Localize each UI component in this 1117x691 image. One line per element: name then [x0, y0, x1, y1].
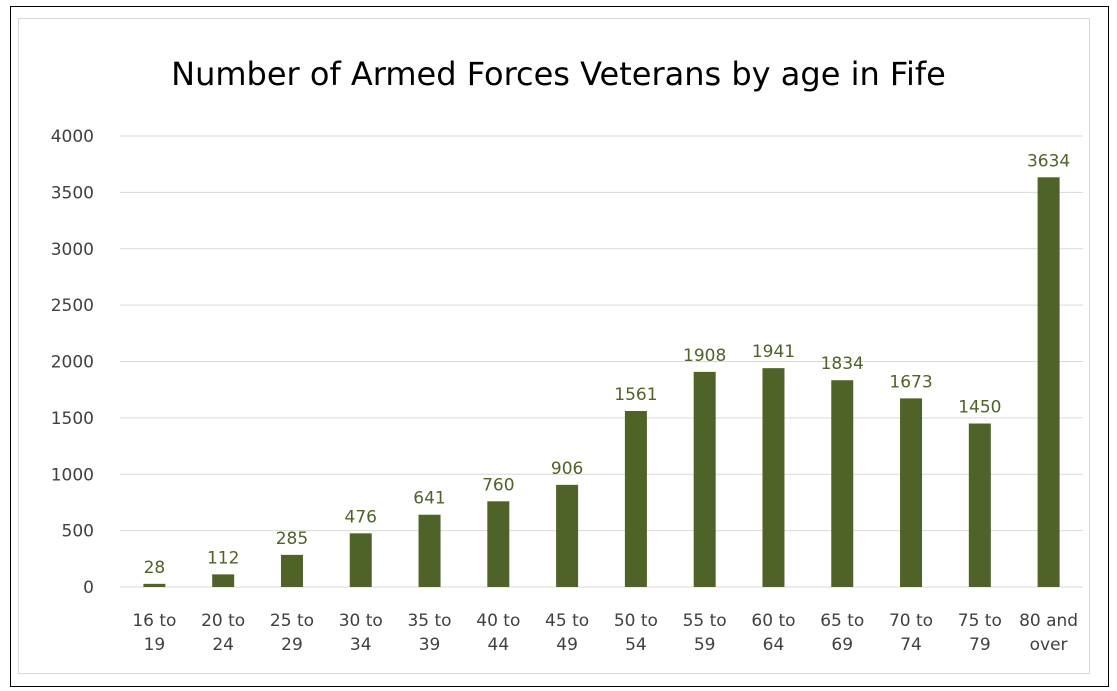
data-label: 1941	[752, 342, 795, 362]
bar	[762, 368, 785, 587]
x-tick-label: 40 to 44	[476, 611, 520, 655]
x-axis-tick-labels: 16 to 19 20 to 24 25 to 29 30 to 34 35 to 39 40 to…	[132, 611, 1078, 655]
bar	[212, 574, 235, 587]
x-tick-label: 16 to 19	[132, 611, 176, 655]
gridlines	[120, 135, 1083, 588]
bar	[968, 423, 991, 587]
data-label: 112	[207, 548, 239, 568]
bar	[556, 484, 579, 587]
x-tick-label: 20 to 24	[201, 611, 245, 655]
data-label: 28	[144, 558, 166, 578]
data-labels: 28 112 285 476 641 760 906 1561 1908 1941 1834 1673…	[144, 151, 1071, 578]
data-label: 760	[482, 475, 514, 495]
y-tick-label: 0	[83, 578, 94, 598]
x-tick-label: 30 to 34	[339, 611, 383, 655]
x-tick-label: 35 to 39	[407, 611, 451, 655]
data-label: 3634	[1027, 151, 1070, 171]
data-label: 906	[551, 459, 583, 479]
x-tick-label: 60 to 64	[751, 611, 795, 655]
bar	[418, 514, 441, 587]
data-label: 1908	[683, 346, 726, 366]
x-tick-label: 70 to 74	[889, 611, 933, 655]
y-tick-label: 2500	[51, 296, 94, 316]
x-tick-label: 65 to 69	[820, 611, 864, 655]
data-label: 1450	[958, 398, 1001, 418]
bar	[624, 410, 647, 587]
data-label: 1561	[614, 385, 657, 405]
y-tick-label: 500	[62, 522, 94, 542]
bars	[143, 177, 1060, 588]
bar	[831, 380, 854, 587]
x-tick-label: 55 to 59	[683, 611, 727, 655]
x-tick-label: 75 to 79	[958, 611, 1002, 655]
x-tick-label: 45 to 49	[545, 611, 589, 655]
data-label: 1673	[889, 372, 932, 392]
bar	[693, 371, 716, 587]
data-label: 641	[413, 489, 445, 509]
chart-area	[18, 18, 1090, 674]
x-tick-label: 80 and over	[1019, 611, 1078, 655]
y-tick-label: 4000	[51, 127, 94, 147]
bar	[487, 501, 510, 587]
bar	[1037, 177, 1060, 588]
chart-title: Number of Armed Forces Veterans by age i…	[171, 55, 946, 93]
y-tick-label: 1000	[51, 465, 94, 485]
y-tick-label: 2000	[51, 353, 94, 373]
y-tick-label: 3000	[51, 240, 94, 260]
data-label: 285	[276, 529, 308, 549]
data-label: 1834	[821, 354, 864, 374]
y-tick-label: 3500	[51, 183, 94, 203]
x-tick-label: 50 to 54	[614, 611, 658, 655]
bar	[280, 554, 303, 587]
bar	[349, 533, 372, 587]
bar	[900, 398, 923, 587]
x-tick-label: 25 to 29	[270, 611, 314, 655]
data-label: 476	[345, 507, 377, 527]
y-tick-label: 1500	[51, 409, 94, 429]
bar	[143, 583, 166, 587]
y-axis-tick-labels: 0 500 1000 1500 2000 2500 3000 3500 4000	[51, 127, 94, 598]
